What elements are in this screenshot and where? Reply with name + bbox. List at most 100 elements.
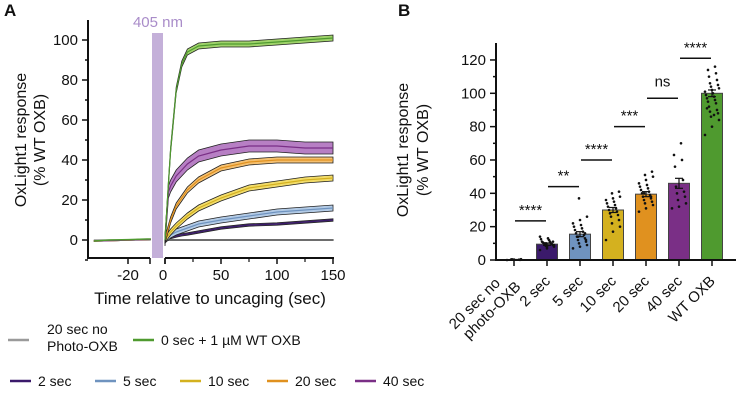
data-point — [703, 90, 707, 93]
data-point — [643, 202, 647, 205]
data-point — [644, 178, 648, 182]
series-line-4 — [164, 177, 334, 241]
data-point — [538, 248, 542, 252]
data-point — [578, 245, 582, 248]
significance-label-1: ** — [558, 168, 570, 185]
x-tick-label-line: 20 sec — [610, 272, 654, 316]
data-point — [651, 175, 655, 178]
series-line-5 — [164, 159, 333, 241]
baseline-line-1 — [93, 238, 151, 242]
legend-label-5: 20 sec — [295, 373, 336, 389]
x-tick-label: -20 — [117, 267, 139, 284]
y-tick-label: 100 — [53, 32, 78, 49]
y-axis-title-line1: OxLight1 response — [395, 83, 412, 217]
data-point — [642, 198, 646, 202]
panel-b-label: B — [398, 1, 410, 20]
series-line-1 — [164, 37, 334, 241]
significance-label-3: *** — [621, 108, 639, 125]
data-point — [673, 165, 677, 168]
data-point — [585, 243, 589, 247]
data-point — [684, 202, 688, 205]
x-tick-label: 50 — [213, 267, 230, 284]
data-point — [540, 240, 544, 243]
data-point — [644, 207, 648, 210]
data-point — [642, 192, 646, 195]
data-point — [709, 115, 713, 118]
data-point — [552, 243, 556, 247]
data-point — [617, 218, 621, 222]
significance-label-4: ns — [655, 73, 671, 90]
y-tick-label: 80 — [61, 72, 78, 89]
data-point — [677, 205, 681, 208]
y-tick-label: 0 — [478, 252, 486, 269]
data-point — [551, 240, 555, 243]
data-point — [637, 182, 641, 185]
data-point — [713, 65, 717, 68]
data-point — [704, 93, 708, 97]
data-point — [712, 113, 716, 117]
data-point — [674, 185, 678, 188]
x-tick-label-line: 2 sec — [516, 272, 554, 310]
data-point — [679, 142, 683, 145]
data-point — [572, 225, 576, 228]
data-point — [706, 100, 710, 103]
y-tick-label: 20 — [61, 192, 78, 209]
data-point — [611, 197, 615, 200]
data-point — [708, 81, 712, 85]
data-point — [645, 183, 649, 187]
bar-3 — [602, 209, 624, 261]
data-point — [676, 198, 680, 202]
y-tick-label: 120 — [461, 52, 486, 69]
data-point — [637, 210, 641, 213]
data-point — [714, 71, 718, 75]
data-point — [610, 222, 614, 225]
sem-band-6 — [164, 139, 334, 247]
uncaging-annotation: 405 nm — [133, 14, 183, 31]
data-point — [538, 235, 542, 238]
data-point — [583, 232, 587, 235]
data-point — [573, 228, 577, 232]
data-point — [681, 178, 685, 182]
x-tick-label-3: 10 sec — [577, 272, 621, 316]
x-tick-label-line: 10 sec — [577, 272, 621, 316]
y-tick-label: 0 — [70, 232, 78, 249]
data-point — [707, 105, 711, 108]
data-point — [670, 207, 674, 210]
data-point — [643, 173, 647, 177]
data-point — [584, 238, 588, 242]
data-point — [638, 185, 642, 188]
x-tick-label-4: 20 sec — [610, 272, 654, 316]
data-point — [651, 203, 655, 207]
data-point — [675, 192, 679, 195]
data-point — [649, 195, 653, 198]
panel-a-label: A — [4, 1, 16, 20]
data-point — [650, 200, 654, 203]
x-tick-label: 150 — [320, 267, 345, 284]
data-point — [710, 125, 714, 128]
y-tick-label: 60 — [61, 112, 78, 129]
data-point — [683, 195, 687, 198]
legend-label-6: 40 sec — [383, 373, 424, 389]
data-point — [546, 237, 550, 240]
data-point — [571, 222, 575, 225]
data-point — [610, 192, 614, 195]
y-tick-label: 40 — [469, 185, 486, 202]
x-tick-label-0: 20 sec nophoto-OXB — [446, 266, 525, 345]
significance-label-0: **** — [519, 202, 543, 219]
bar-5 — [668, 182, 690, 261]
data-point — [716, 83, 720, 87]
data-point — [617, 190, 621, 193]
y-axis-title-line2: (% WT OXB) — [32, 94, 49, 186]
data-point — [618, 225, 622, 228]
data-point — [612, 200, 616, 203]
data-point — [613, 203, 617, 207]
significance-label-2: **** — [585, 141, 609, 158]
x-tick-label-1: 2 sec — [516, 272, 554, 310]
x-axis-title: Time relative to uncaging (sec) — [94, 289, 326, 308]
data-point — [715, 108, 719, 112]
data-point — [616, 213, 620, 217]
data-point — [639, 188, 643, 192]
panel-b-chart: 0 20 40 60 80 100 120 OxLight1 response (% WT OX… — [395, 39, 736, 345]
data-point — [539, 237, 543, 241]
